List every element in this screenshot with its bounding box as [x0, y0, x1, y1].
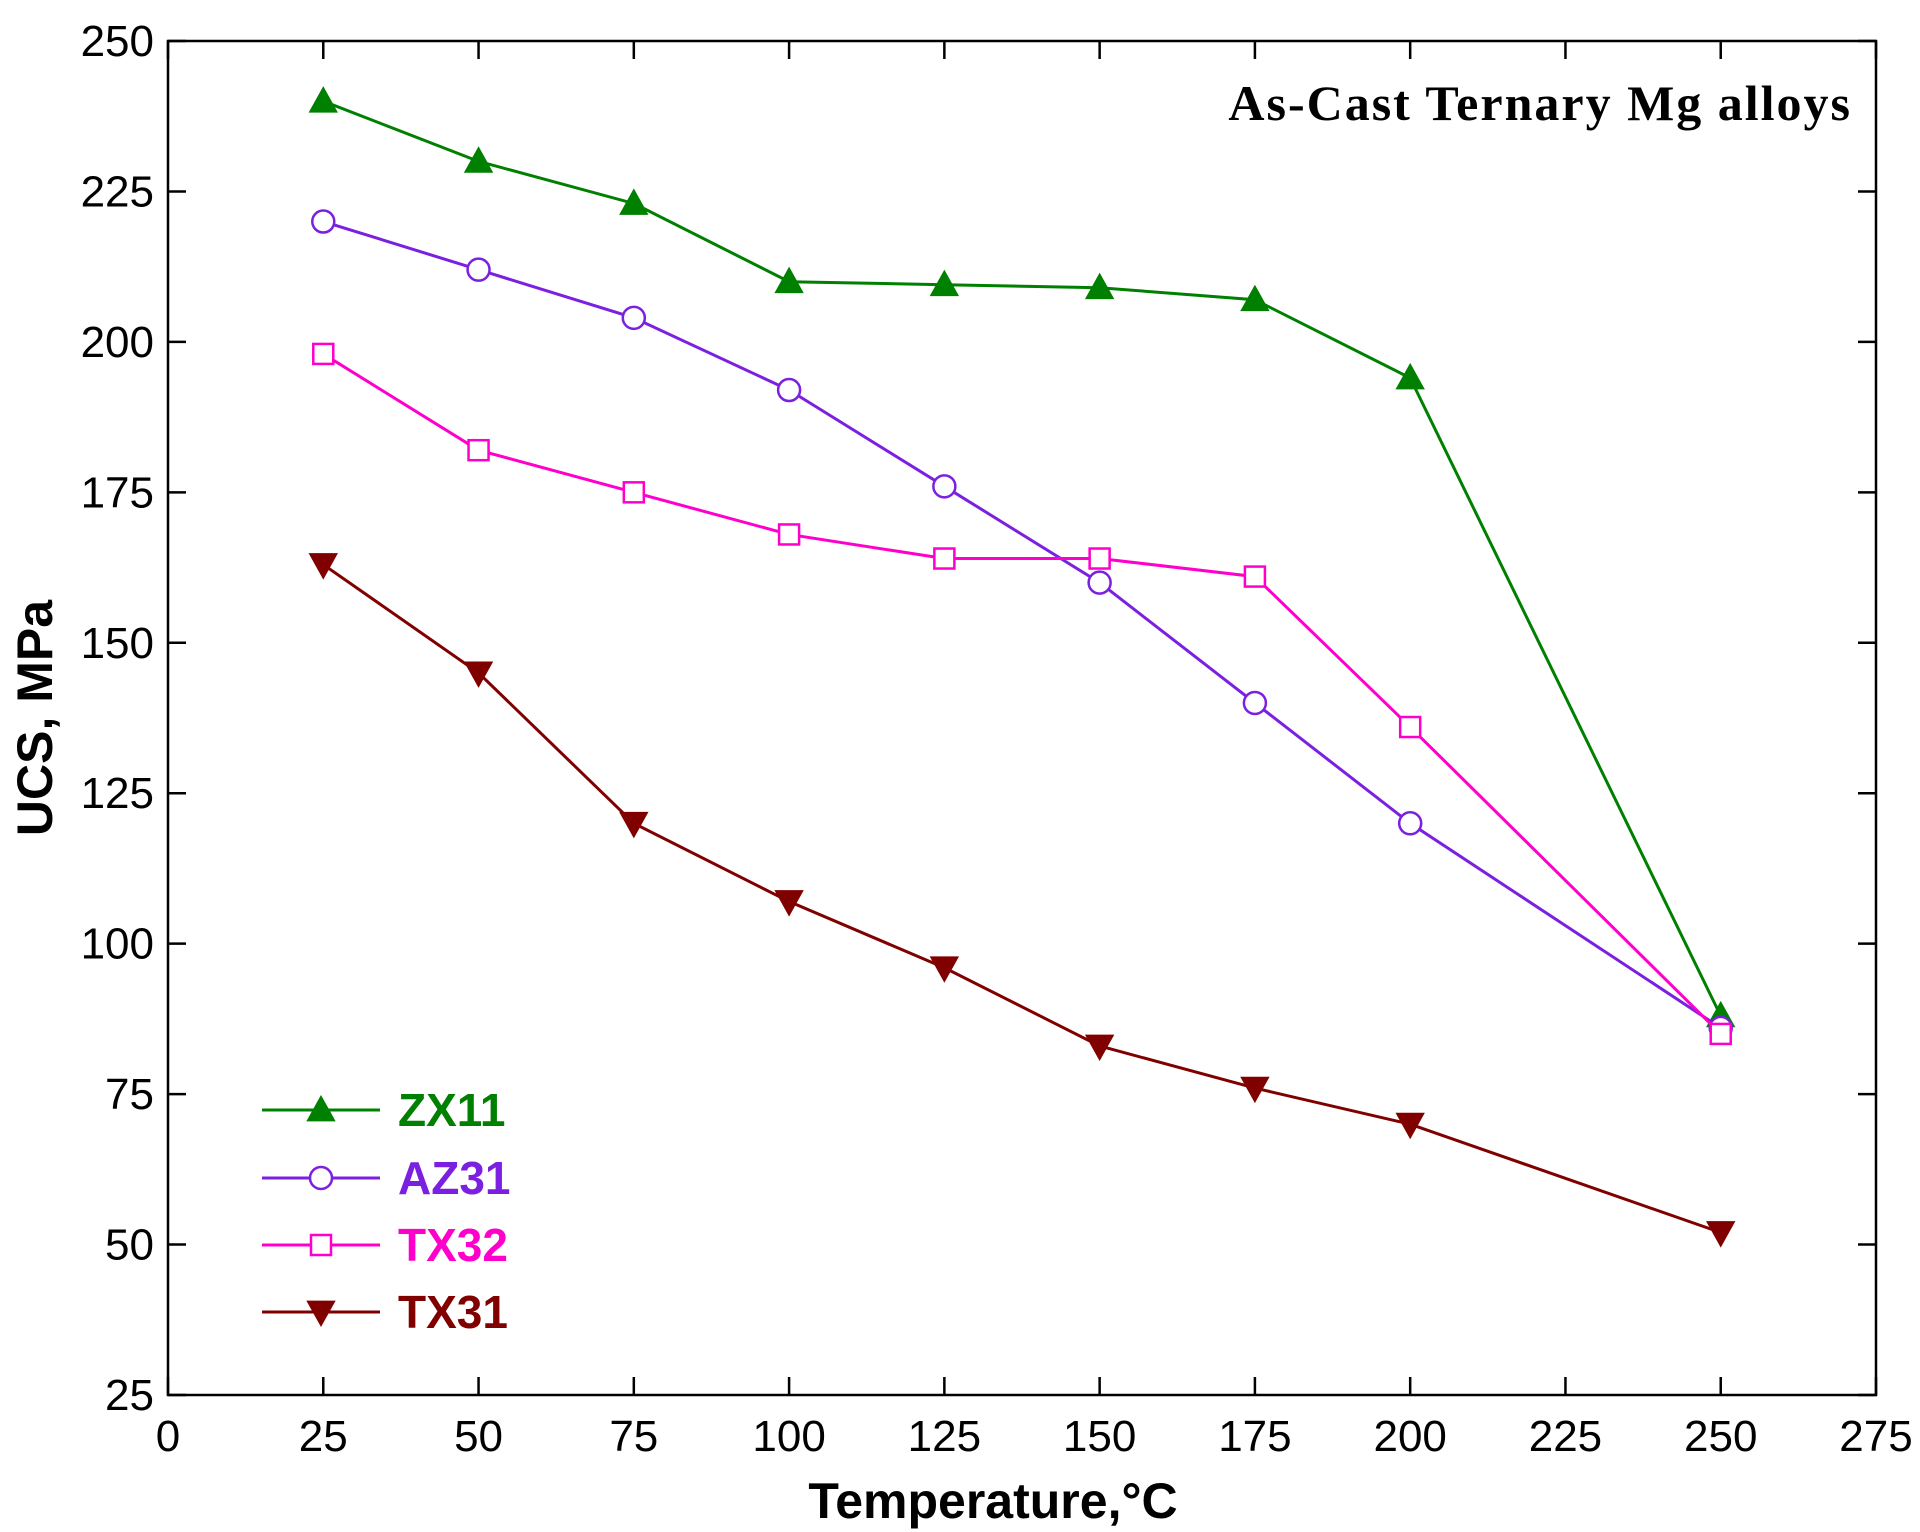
- data-point-az31: [621, 305, 647, 331]
- y-tick-label: 125: [81, 769, 154, 818]
- legend-marker-zx11: [306, 1094, 336, 1122]
- legend-marker-az31: [308, 1165, 334, 1191]
- x-tick-label: 150: [1063, 1412, 1136, 1461]
- chart-title: As-Cast Ternary Mg alloys: [1228, 75, 1852, 131]
- series-az31: [311, 209, 1733, 1041]
- data-point-tx32: [1398, 715, 1422, 739]
- x-tick-label: 125: [908, 1412, 981, 1461]
- data-point-zx11: [463, 146, 494, 173]
- data-point-az31: [1397, 811, 1423, 836]
- data-point-az31: [311, 209, 336, 234]
- data-point-tx31: [774, 890, 804, 917]
- data-point-zx11: [1084, 272, 1115, 300]
- y-tick-label: 250: [81, 17, 154, 66]
- legend-label-tx31: TX31: [398, 1286, 508, 1338]
- series-line-az31: [322, 220, 1722, 1030]
- data-point-tx31: [929, 956, 960, 983]
- y-tick-label: 100: [81, 920, 154, 969]
- data-point-az31: [1087, 570, 1112, 595]
- data-point-tx32: [933, 547, 956, 570]
- series-layer: [308, 86, 1736, 1248]
- x-tick-label: 100: [752, 1412, 825, 1461]
- data-point-tx31: [463, 661, 494, 688]
- data-point-tx32: [1709, 1022, 1732, 1046]
- data-point-tx32: [312, 342, 335, 366]
- legend-item-az31: AZ31: [262, 1152, 510, 1204]
- data-point-tx32: [467, 438, 490, 462]
- x-tick-label: 200: [1373, 1412, 1446, 1461]
- x-tick-label: 175: [1218, 1412, 1291, 1461]
- data-point-zx11: [774, 266, 804, 294]
- data-point-tx31: [1084, 1034, 1115, 1062]
- data-point-az31: [932, 474, 957, 499]
- data-point-zx11: [929, 269, 960, 297]
- y-tick-label: 75: [105, 1070, 154, 1119]
- x-tick-label: 225: [1529, 1412, 1602, 1461]
- y-tick-label: 25: [105, 1371, 154, 1420]
- data-point-tx31: [1240, 1076, 1270, 1104]
- series-tx31: [308, 553, 1736, 1248]
- y-tick-label: 150: [81, 619, 154, 668]
- legend-marker-tx32: [309, 1233, 333, 1257]
- legend-label-zx11: ZX11: [398, 1084, 505, 1136]
- x-tick-label: 0: [156, 1412, 180, 1461]
- x-tick-label: 275: [1839, 1412, 1912, 1461]
- y-tick-label: 225: [81, 167, 154, 216]
- data-point-tx31: [308, 553, 338, 580]
- y-tick-label: 50: [105, 1221, 154, 1270]
- legend: ZX11 AZ31 TX32 TX31: [262, 1084, 510, 1338]
- x-tick-label: 250: [1684, 1412, 1757, 1461]
- data-point-tx31: [1395, 1112, 1425, 1140]
- data-point-tx32: [777, 523, 801, 546]
- x-axis-title: Temperature,°C: [808, 1473, 1177, 1529]
- x-tick-label: 25: [299, 1412, 348, 1461]
- plot-frame: [166, 39, 1878, 1397]
- legend-label-tx32: TX32: [398, 1219, 508, 1271]
- x-tick-label: 75: [609, 1412, 658, 1461]
- series-tx32: [312, 342, 1732, 1046]
- y-tick-label: 200: [81, 318, 154, 367]
- data-point-tx32: [622, 481, 646, 504]
- legend-item-tx32: TX32: [262, 1219, 508, 1271]
- data-point-az31: [466, 257, 491, 282]
- data-point-az31: [1242, 690, 1268, 716]
- legend-marker-tx31: [306, 1300, 336, 1328]
- legend-item-tx31: TX31: [262, 1286, 508, 1338]
- y-axis-title: UCS, MPa: [7, 599, 63, 836]
- data-point-tx32: [1243, 565, 1267, 588]
- legend-label-az31: AZ31: [398, 1152, 510, 1204]
- y-tick-label: 175: [81, 468, 154, 517]
- tick-layer: 0 25 50 75 100 125 150 175 200 225 250 275255075100…: [81, 17, 1913, 1461]
- data-point-zx11: [619, 188, 649, 215]
- data-point-zx11: [1240, 284, 1270, 312]
- data-point-tx31: [1706, 1221, 1736, 1248]
- data-point-zx11: [308, 86, 338, 113]
- data-point-zx11: [1395, 362, 1425, 390]
- x-tick-label: 50: [454, 1412, 503, 1461]
- legend-item-zx11: ZX11: [262, 1084, 505, 1136]
- data-point-tx31: [619, 811, 649, 839]
- series-line-tx32: [322, 352, 1722, 1036]
- data-point-az31: [776, 377, 802, 403]
- series-line-tx31: [322, 563, 1722, 1234]
- data-point-tx32: [1088, 547, 1111, 570]
